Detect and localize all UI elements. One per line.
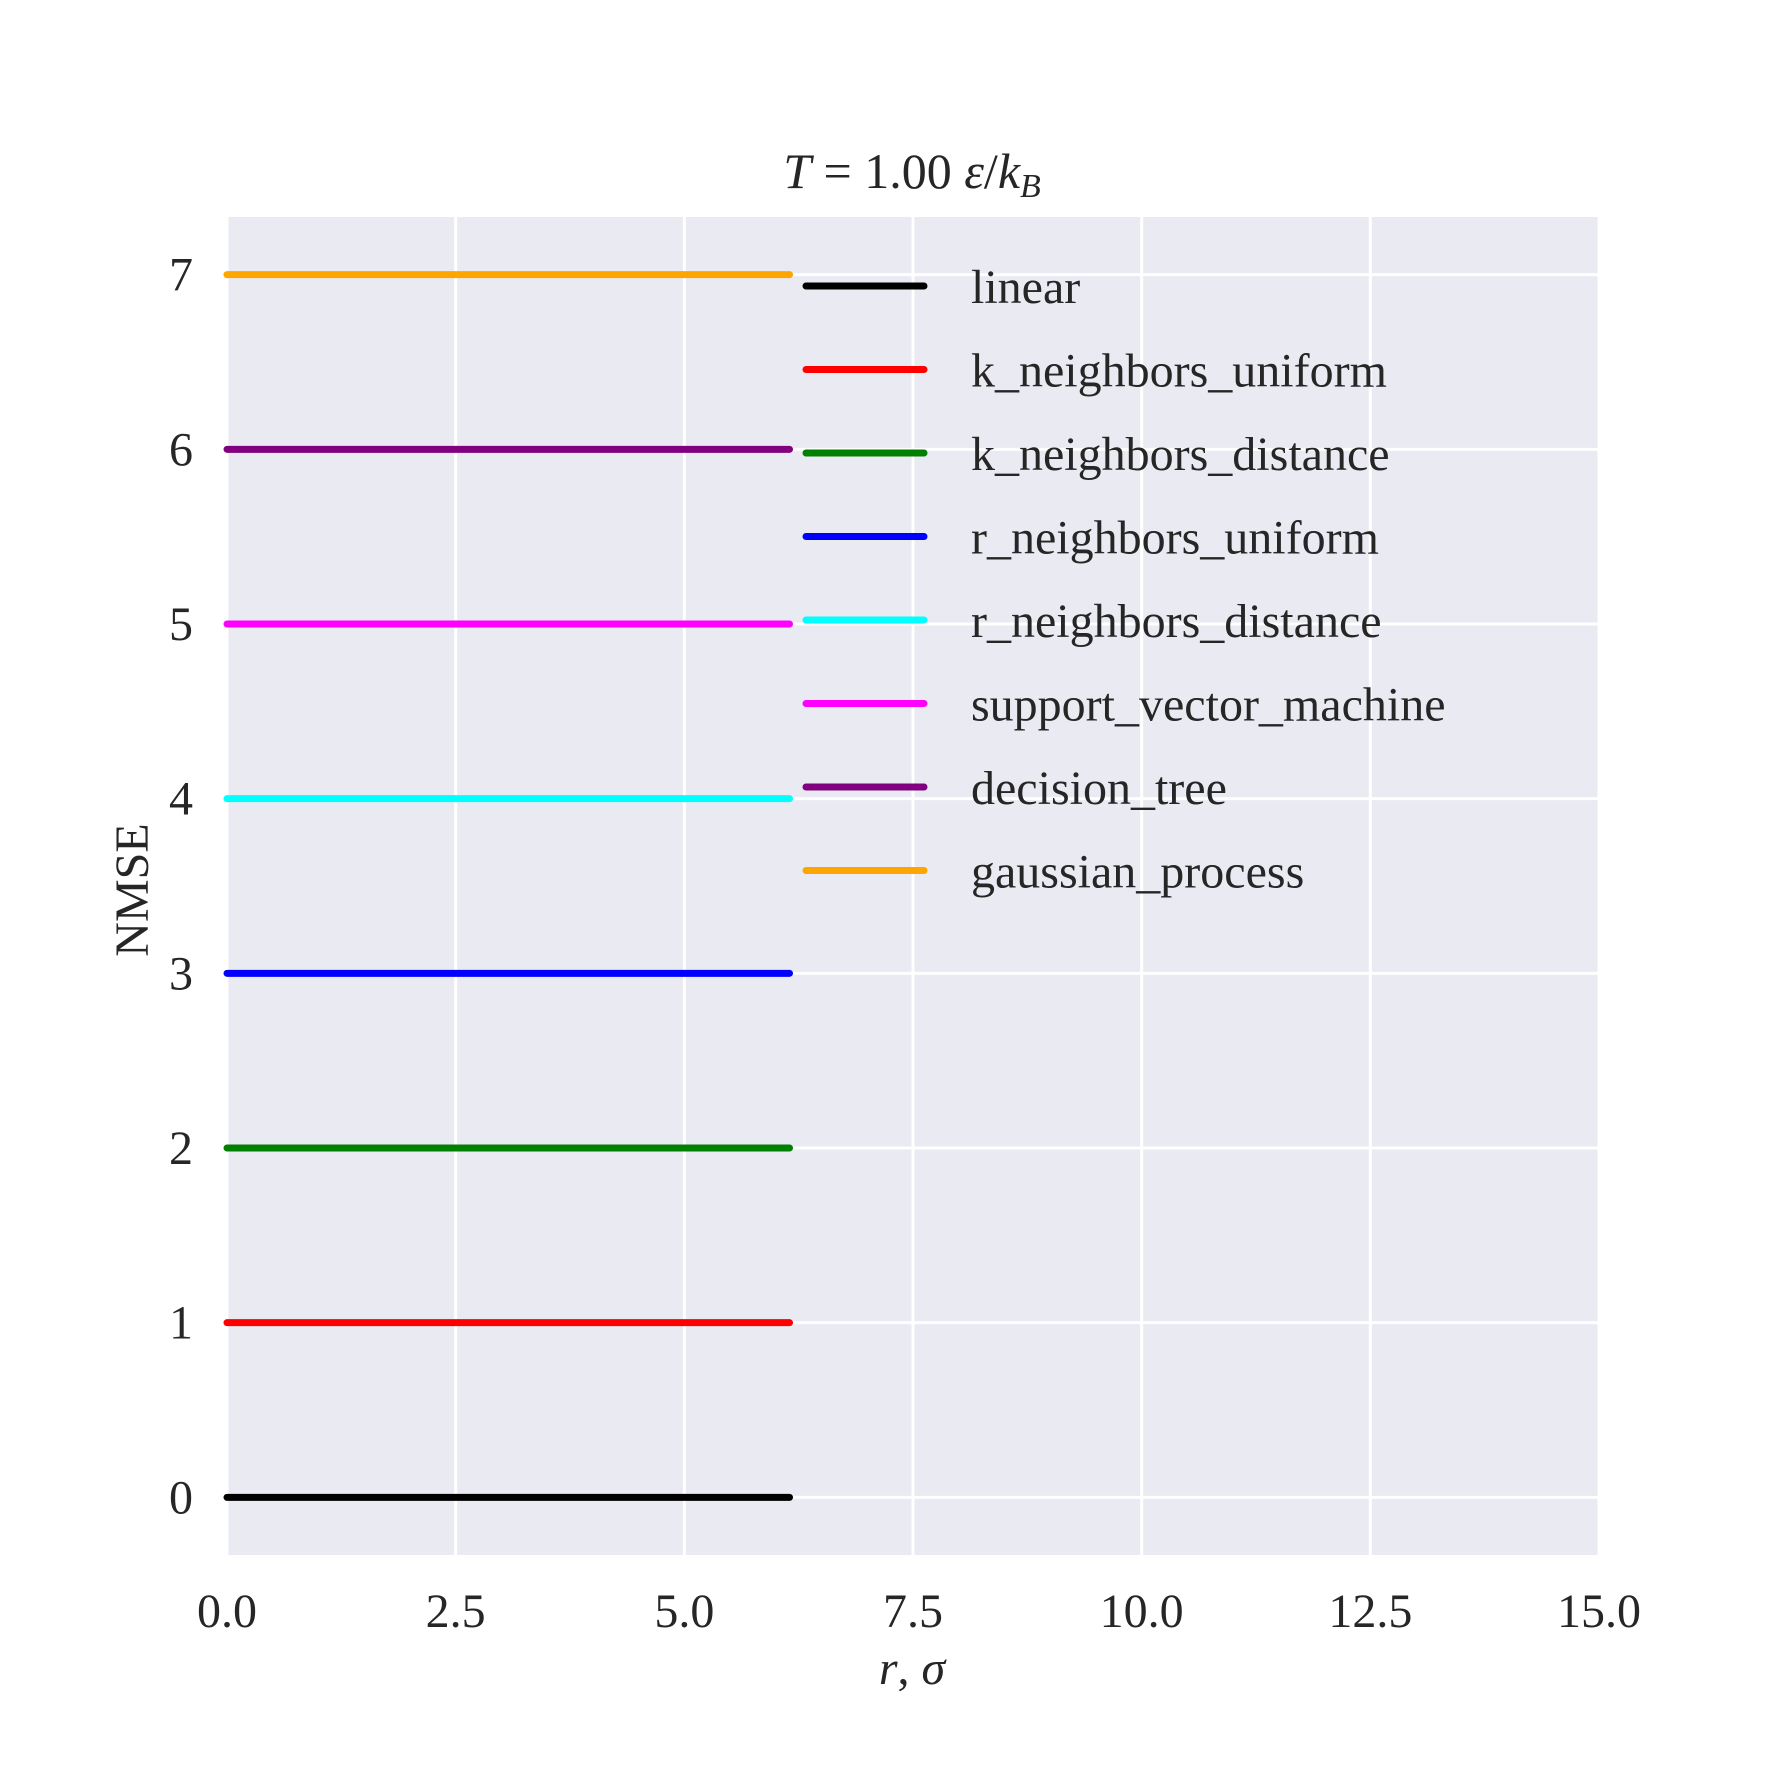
x-tick-label: 15.0 [1557, 1585, 1641, 1638]
legend-label-r_neighbors_distance: r_neighbors_distance [971, 595, 1382, 648]
y-tick-label: 5 [169, 598, 193, 651]
x-tick-label: 7.5 [883, 1585, 943, 1638]
y-tick-label: 1 [169, 1297, 193, 1350]
x-tick-label: 2.5 [426, 1585, 486, 1638]
legend-label-k_neighbors_uniform: k_neighbors_uniform [971, 345, 1387, 398]
y-tick-label: 4 [169, 773, 193, 826]
x-tick-label: 0.0 [197, 1585, 257, 1638]
legend-label-decision_tree: decision_tree [971, 762, 1227, 815]
y-tick-label: 3 [169, 947, 193, 1000]
x-axis-label: r, σ [879, 1642, 948, 1695]
x-tick-label: 5.0 [654, 1585, 714, 1638]
y-axis-label: NMSE [106, 823, 159, 956]
chart-title: T = 1.00 ε/kB [783, 143, 1041, 205]
legend-label-r_neighbors_uniform: r_neighbors_uniform [971, 512, 1379, 565]
y-tick-label: 2 [169, 1122, 193, 1175]
series-lines [223, 271, 794, 1501]
x-tick-label: 10.0 [1100, 1585, 1184, 1638]
legend-label-gaussian_process: gaussian_process [971, 846, 1304, 899]
x-tick-label: 12.5 [1328, 1585, 1412, 1638]
y-tick-label: 6 [169, 423, 193, 476]
y-tick-label: 0 [169, 1471, 193, 1524]
legend-label-k_neighbors_distance: k_neighbors_distance [971, 428, 1390, 481]
legend-label-linear: linear [971, 261, 1080, 314]
y-axis-ticks: 0 1 2 3 4 5 6 7 [169, 249, 193, 1525]
legend-label-support_vector_machine: support_vector_machine [971, 679, 1446, 732]
legend: linear k_neighbors_uniform k_neighbors_dis… [802, 261, 1446, 899]
y-tick-label: 7 [169, 249, 193, 302]
x-axis-ticks: 0.0 2.5 5.0 7.5 10.0 12.5 15.0 [197, 1585, 1641, 1638]
